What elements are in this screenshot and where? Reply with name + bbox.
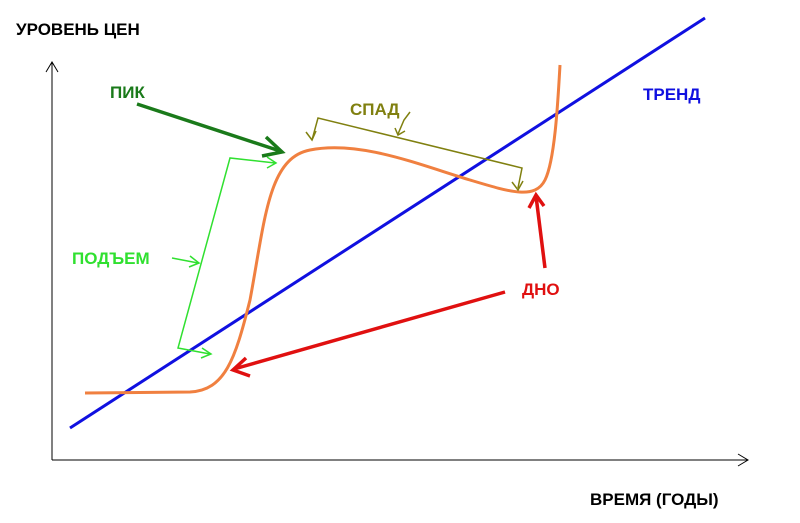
decline-label: СПАД	[350, 100, 400, 119]
peak-label: ПИК	[110, 83, 145, 102]
rise-label: ПОДЪЕМ	[72, 249, 150, 268]
bottom-arrows	[229, 191, 547, 378]
bottom-label: ДНО	[522, 280, 560, 299]
cycle-curve	[84, 64, 562, 395]
x-axis-arrow	[737, 453, 749, 467]
x-axis-label: ВРЕМЯ (ГОДЫ)	[590, 490, 719, 509]
decline-bracket	[305, 111, 524, 192]
y-axis-arrow	[45, 61, 59, 73]
y-axis-label: УРОВЕНЬ ЦЕН	[16, 20, 140, 39]
trend-line	[69, 16, 706, 430]
trend-label: ТРЕНД	[643, 85, 700, 104]
rise-bracket	[171, 156, 278, 359]
peak-arrow	[136, 102, 286, 158]
axes	[45, 61, 749, 467]
